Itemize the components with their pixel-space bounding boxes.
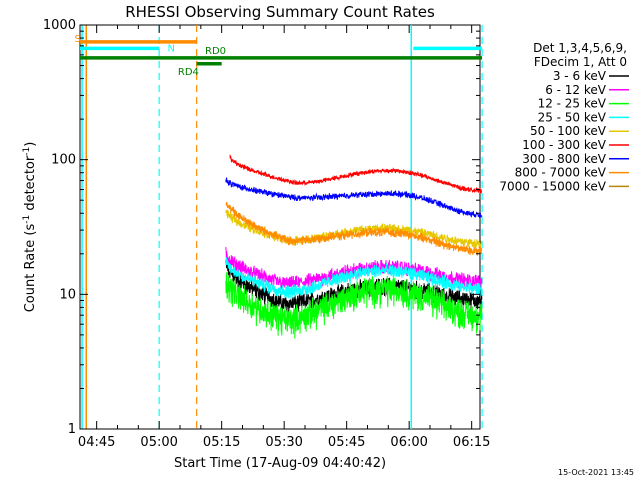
legend-entry-label: 12 - 25 keV <box>538 97 607 111</box>
plot-frame <box>79 24 481 430</box>
y-axis-label-end: ) <box>23 142 38 147</box>
n-label: N <box>168 43 175 54</box>
legend-entry-label: 7000 - 15000 keV <box>499 179 606 193</box>
s-label: S <box>74 34 80 45</box>
series-line-4 <box>225 257 483 299</box>
series-line-3 <box>225 272 483 339</box>
legend-entry-label: 3 - 6 keV <box>553 69 607 83</box>
x-tick-label: 06:00 <box>390 435 427 450</box>
x-axis-label: Start Time (17-Aug-09 04:40:42) <box>174 456 386 471</box>
plot-area: S N RD0 RD4 <box>74 24 483 430</box>
y-axis-label-sup2: -1 <box>22 147 32 156</box>
x-tick-label: 05:30 <box>265 435 302 450</box>
y-axis-ticks: 1 10 100 1000 <box>43 18 480 437</box>
legend-entry-label: 100 - 300 keV <box>522 138 606 152</box>
rd0-label: RD0 <box>205 46 226 57</box>
x-tick-label: 05:45 <box>328 435 365 450</box>
legend-entry-label: 800 - 7000 keV <box>515 166 607 180</box>
footer-timestamp: 15-Oct-2021 13:45 <box>558 468 634 477</box>
series-line-2 <box>225 246 483 291</box>
x-tick-label: 04:45 <box>78 435 115 450</box>
legend-entry-label: 50 - 100 keV <box>530 124 607 138</box>
x-tick-label: 05:00 <box>140 435 177 450</box>
y-axis-label-main: Count Rate (s <box>23 224 38 313</box>
legend-entry-label: 25 - 50 keV <box>538 110 607 124</box>
series-line-8 <box>225 201 483 256</box>
x-axis-ticks: 04:45 05:00 05:15 05:30 05:45 06:00 06:15 <box>78 25 490 450</box>
y-axis-label-mid: detector <box>23 155 38 215</box>
x-tick-label: 05:15 <box>203 435 240 450</box>
series-layer <box>225 154 483 339</box>
series-line-6 <box>229 154 483 194</box>
legend: Det 1,3,4,5,6,9, FDecim 1, Att 0 3 - 6 k… <box>499 41 629 193</box>
instrument-markers: S N RD0 RD4 <box>74 25 483 429</box>
y-tick-label: 1 <box>68 422 76 437</box>
y-tick-label: 100 <box>51 153 76 168</box>
legend-entry-label: 6 - 12 keV <box>545 83 607 97</box>
y-axis-label: Count Rate (s-1 detector-1) <box>22 142 38 313</box>
chart-title: RHESSI Observing Summary Count Rates <box>125 3 435 21</box>
legend-entry-label: 300 - 800 keV <box>522 152 606 166</box>
y-axis-label-sup1: -1 <box>22 215 32 224</box>
legend-header-line2: FDecim 1, Att 0 <box>534 55 627 69</box>
series-line-7 <box>225 177 483 218</box>
legend-header-line1: Det 1,3,4,5,6,9, <box>533 41 627 55</box>
rd4-label: RD4 <box>178 67 199 78</box>
y-tick-label: 10 <box>59 287 76 302</box>
x-tick-label: 06:15 <box>453 435 490 450</box>
y-tick-label: 1000 <box>43 18 76 33</box>
